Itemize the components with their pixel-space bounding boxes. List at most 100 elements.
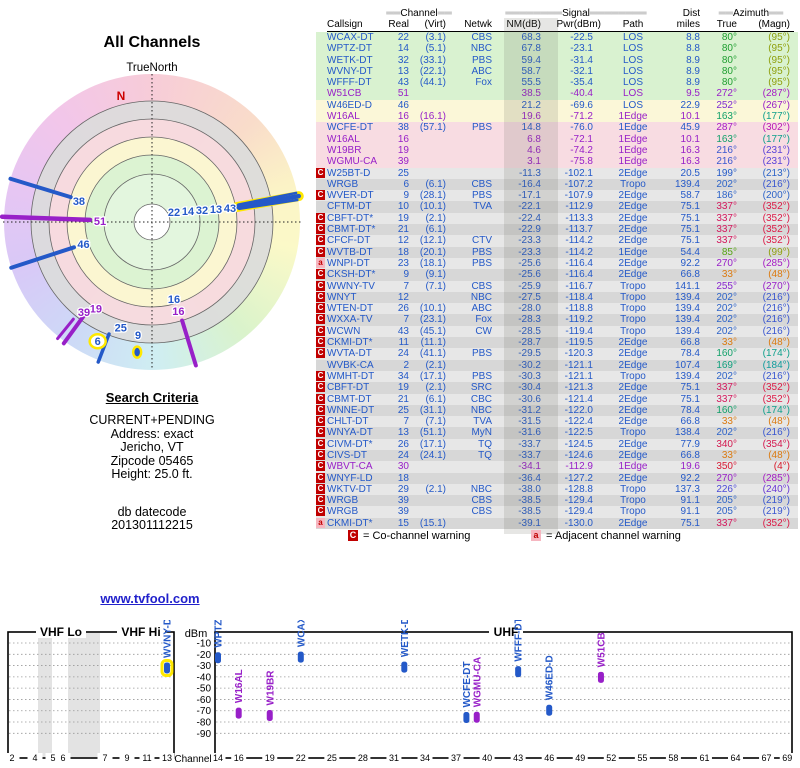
network-cell: CW xyxy=(475,325,492,337)
real-channel-cell: 46 xyxy=(397,99,409,111)
table-row: C WBVT-CA 30 -34.1 -112.9 1Edge 19.6 350° (4°) xyxy=(316,461,798,473)
y-tick-label: -60 xyxy=(197,695,212,706)
magnetic-azimuth-cell: (200°) xyxy=(762,190,790,202)
noise-margin-cell: -38.5 xyxy=(518,495,541,507)
spoke-channel-label: 19 xyxy=(90,303,102,315)
path-cell: 2Edge xyxy=(618,449,648,461)
table-header-groups: ══Channel══ ════════Signal════════ Dist … xyxy=(316,8,798,19)
adjacent-channel-warning-icon: a xyxy=(316,257,325,268)
real-channel-cell: 7 xyxy=(403,416,409,428)
distance-cell: 8.9 xyxy=(686,77,700,89)
magnetic-azimuth-cell: (287°) xyxy=(762,88,790,100)
table-row: WRGB 6 (6.1) CBS -16.4 -107.2 Tropo 139.4 202° (2… xyxy=(316,178,798,191)
power-cell: -71.2 xyxy=(570,111,593,123)
callsign-cell: WETK-DT xyxy=(327,54,373,66)
adjacent-channel-warning-label: = Adjacent channel warning xyxy=(546,530,681,542)
channel-group-header: ══Channel══ xyxy=(386,8,452,19)
noise-margin-cell: -28.5 xyxy=(518,325,541,337)
co-channel-warning-icon: C xyxy=(316,314,325,325)
col-real: Real xyxy=(388,19,409,30)
path-cell: 2Edge xyxy=(618,257,648,269)
station-marker xyxy=(266,709,273,721)
noise-margin-cell: -25.6 xyxy=(518,257,541,269)
co-channel-warning-icon: C xyxy=(316,190,325,201)
co-channel-warning-icon: C xyxy=(316,495,325,506)
magnetic-azimuth-cell: (231°) xyxy=(762,144,790,156)
co-channel-warning-icon: C xyxy=(316,382,325,393)
station-marker xyxy=(515,666,522,678)
y-tick-label: -40 xyxy=(197,672,212,683)
polar-orientation-label: TrueNorth xyxy=(126,62,178,74)
table-row: W19BR 19 4.6 -74.2 1Edge 16.3 216° (231°) xyxy=(316,144,798,157)
table-row: WVNY-DT 13 (22.1) ABC 58.7 -32.1 LOS 8.9 80° (95°… xyxy=(316,65,798,78)
magnetic-azimuth-cell: (352°) xyxy=(762,382,790,394)
power-cell: -127.2 xyxy=(564,472,593,484)
magnetic-azimuth-cell: (216°) xyxy=(762,314,790,326)
distance-cell: 138.4 xyxy=(674,427,700,439)
real-channel-cell: 7 xyxy=(403,314,409,326)
magnetic-azimuth-cell: (352°) xyxy=(762,201,790,213)
callsign-cell: WRGB xyxy=(327,495,359,507)
col-miles: miles xyxy=(676,19,700,30)
co-channel-warning-icon: C xyxy=(348,530,358,541)
true-azimuth-cell: 163° xyxy=(716,111,737,123)
virtual-channel-cell: (6.1) xyxy=(425,178,446,190)
true-azimuth-cell: 337° xyxy=(716,224,737,236)
virtual-channel-cell: (20.1) xyxy=(419,246,446,258)
network-cell: Fox xyxy=(475,77,492,89)
virtual-channel-cell: (33.1) xyxy=(419,54,446,66)
callsign-cell: CIVM-DT* xyxy=(327,438,373,450)
polar-chart-title: All Channels xyxy=(103,34,201,51)
true-azimuth-cell: 272° xyxy=(716,88,737,100)
true-azimuth-cell: 340° xyxy=(716,438,737,450)
spoke-channel-label: 46 xyxy=(77,239,89,251)
search-criteria-line: CURRENT+PENDING xyxy=(89,413,215,427)
path-cell: 1Edge xyxy=(618,111,648,123)
table-row: C WNNE-DT 25 (31.1) NBC -31.2 -122.0 2Edge 78.4 1… xyxy=(316,404,798,417)
callsign-cell: CBMT-DT* xyxy=(327,224,376,236)
power-cell: -69.6 xyxy=(570,99,593,111)
distance-cell: 8.9 xyxy=(686,65,700,77)
magnetic-azimuth-cell: (352°) xyxy=(762,224,790,236)
tvfool-link[interactable]: www.tvfool.com xyxy=(100,591,200,606)
callsign-cell: WVTB-DT xyxy=(327,246,373,258)
table-row: C WNYT 12 NBC -27.5 -118.4 Tropo 139.4 202° (216°… xyxy=(316,291,798,304)
noise-margin-cell: -33.7 xyxy=(518,438,541,450)
distance-cell: 75.1 xyxy=(680,212,700,224)
noise-margin-cell: -30.2 xyxy=(518,359,541,371)
network-cell: NBC xyxy=(470,404,492,416)
table-row: C CIVM-DT* 26 (17.1) TQ -33.7 -124.5 2Edge 77.9 3… xyxy=(316,438,798,450)
power-cell: -121.1 xyxy=(564,370,593,382)
real-channel-cell: 26 xyxy=(397,438,409,450)
table-row: C CKSH-DT* 9 (9.1) -25.6 -116.4 2Edge 66.8 33° (4… xyxy=(316,269,798,281)
noise-margin-cell: -28.3 xyxy=(518,314,541,326)
virtual-channel-cell: (44.1) xyxy=(419,77,446,89)
distance-cell: 16.3 xyxy=(680,156,700,168)
distance-cell: 58.7 xyxy=(680,190,700,202)
x-tick-label: 6 xyxy=(60,753,65,763)
db-datecode: db datecode 201301112215 xyxy=(32,505,272,533)
real-channel-cell: 25 xyxy=(397,404,409,416)
network-cell: CBS xyxy=(471,506,492,518)
true-azimuth-cell: 160° xyxy=(716,404,737,416)
callsign-cell: WFFF-DT xyxy=(327,77,372,89)
distance-cell: 141.1 xyxy=(674,280,700,292)
power-cell: -32.1 xyxy=(570,65,593,77)
callsign-cell: CIVS-DT xyxy=(327,449,367,461)
callsign-cell: CHLT-DT xyxy=(327,416,369,428)
distance-cell: 20.5 xyxy=(680,167,700,179)
real-channel-cell: 21 xyxy=(397,224,409,236)
virtual-channel-cell: (15.1) xyxy=(419,517,446,529)
true-azimuth-cell: 33° xyxy=(721,416,737,428)
callsign-cell: WGMU-CA xyxy=(327,156,377,168)
true-azimuth-cell: 202° xyxy=(716,178,737,190)
table-row: C CKMI-DT* 11 (11.1) -28.7 -119.5 2Edge 66.8 33°… xyxy=(316,337,798,349)
table-row: C CHLT-DT 7 (7.1) TVA -31.5 -122.4 2Edge 66.8 33°… xyxy=(316,416,798,428)
col-netwk: Netwk xyxy=(464,19,492,30)
path-cell: 1Edge xyxy=(618,246,648,258)
table-row: WVBK-CA 2 (2.1) -30.2 -121.1 2Edge 107.4 169° (1… xyxy=(316,359,798,371)
co-channel-warning-icon: C xyxy=(316,393,325,404)
noise-margin-cell: -23.3 xyxy=(518,235,541,247)
true-azimuth-cell: 80° xyxy=(721,43,737,55)
